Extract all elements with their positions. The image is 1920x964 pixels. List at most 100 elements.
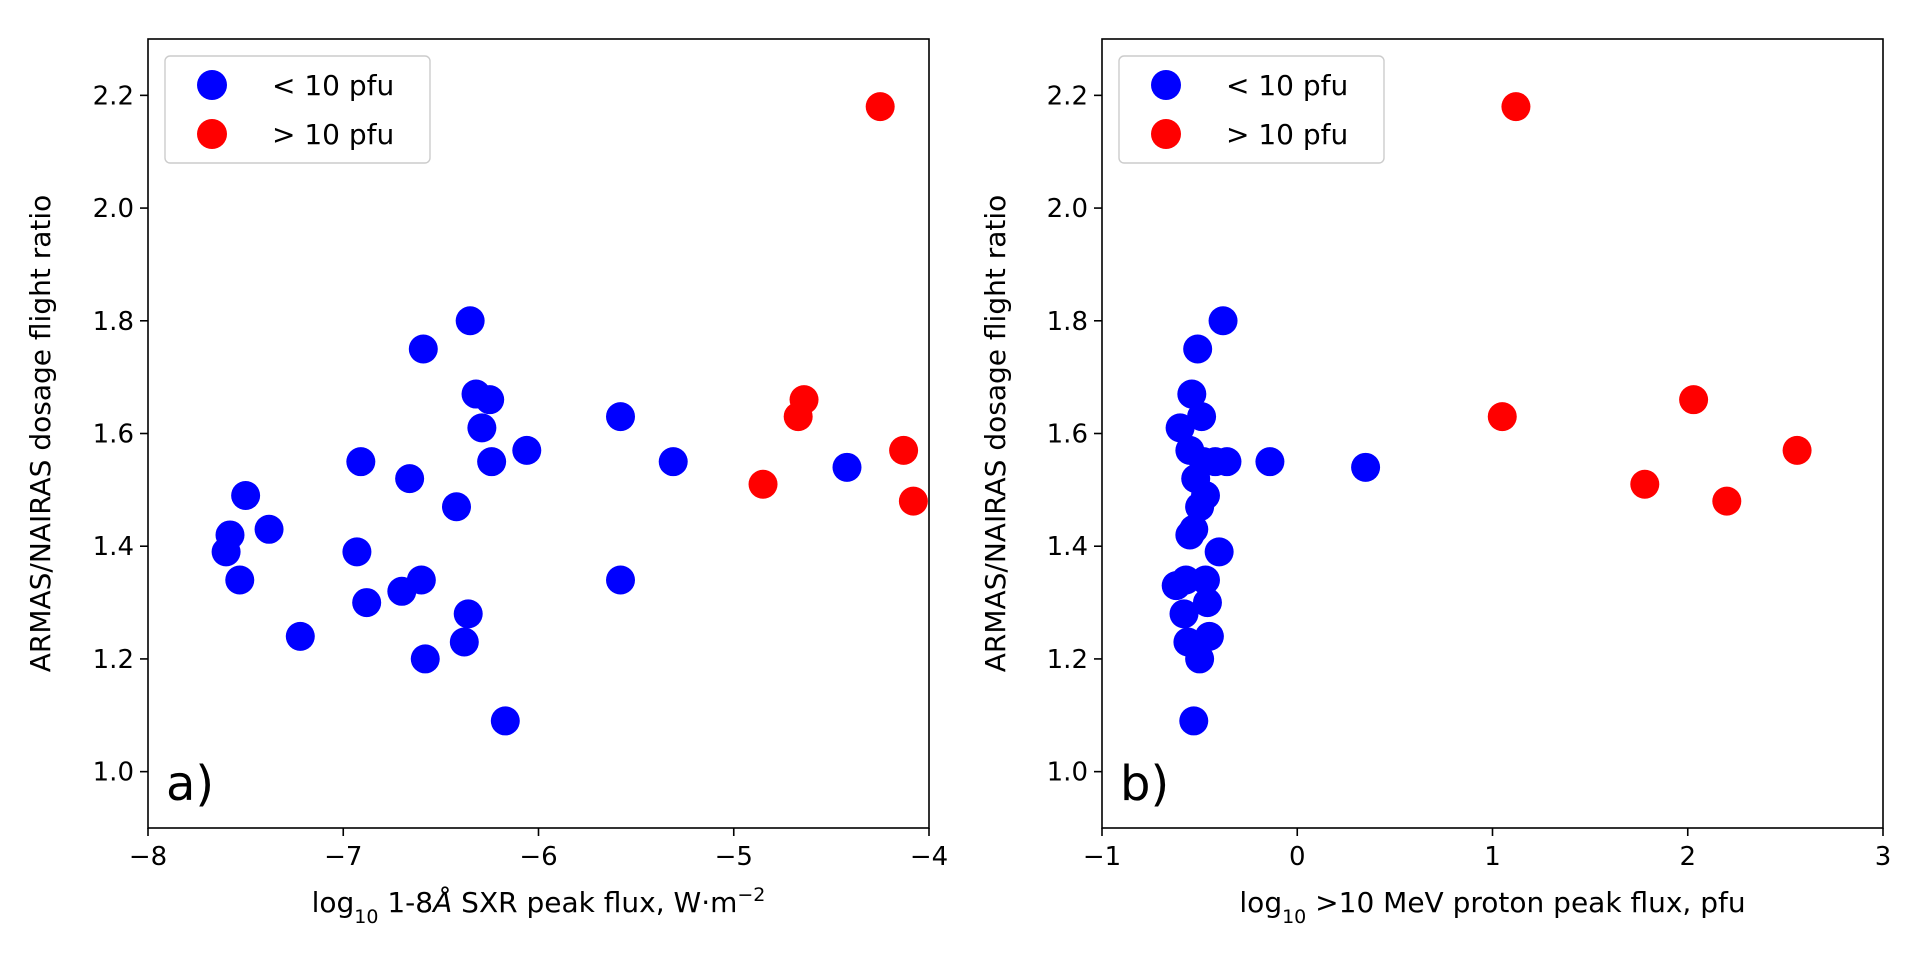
legend-box	[1118, 55, 1385, 164]
data-point	[748, 469, 778, 499]
data-point	[658, 447, 688, 477]
data-point	[1712, 486, 1742, 516]
y-tick-label: 1.6	[1047, 420, 1088, 450]
x-axis-label: log10 >10 MeV proton peak flux, pfu	[1239, 886, 1745, 928]
y-tick-label: 1.6	[93, 420, 134, 450]
data-point	[285, 621, 315, 651]
y-tick-label: 1.4	[1047, 532, 1088, 562]
panel-label: b)	[1120, 756, 1169, 812]
y-tick-label: 2.0	[1047, 194, 1088, 224]
data-point	[342, 537, 372, 567]
data-point	[225, 565, 255, 595]
y-tick-label: 1.0	[1047, 758, 1088, 788]
legend-label: < 10 pfu	[1226, 69, 1348, 102]
data-point	[606, 565, 636, 595]
series-above-10-pfu	[748, 92, 928, 516]
panel-label: a)	[166, 756, 214, 812]
x-tick-label: 1	[1484, 842, 1501, 872]
data-point	[606, 402, 636, 432]
legend-marker	[197, 119, 227, 149]
data-point	[1204, 537, 1234, 567]
data-point	[475, 385, 505, 415]
data-point	[1179, 514, 1209, 544]
data-point	[1190, 480, 1220, 510]
y-tick-label: 1.2	[1047, 645, 1088, 675]
x-tick-label: −7	[324, 842, 362, 872]
data-point	[1255, 447, 1285, 477]
data-point	[1351, 452, 1381, 482]
legend-label: > 10 pfu	[272, 118, 394, 151]
series-below-10-pfu	[1161, 306, 1381, 736]
data-point	[1487, 402, 1517, 432]
x-tick-label: −5	[715, 842, 753, 872]
x-tick-label: 2	[1679, 842, 1696, 872]
data-point	[1187, 402, 1217, 432]
data-point	[477, 447, 507, 477]
series-above-10-pfu	[1487, 92, 1812, 516]
data-point	[832, 452, 862, 482]
data-point	[449, 627, 479, 657]
data-point	[455, 306, 485, 336]
y-tick-label: 1.2	[93, 645, 134, 675]
legend-label: > 10 pfu	[1226, 118, 1348, 151]
data-point	[410, 644, 440, 674]
legend-marker	[197, 70, 227, 100]
data-point	[1185, 644, 1215, 674]
data-point	[1208, 306, 1238, 336]
y-axis-label: ARMAS/NAIRAS dosage flight ratio	[979, 195, 1012, 673]
data-point	[395, 464, 425, 494]
data-point	[352, 588, 382, 618]
y-tick-label: 2.2	[1047, 81, 1088, 111]
data-point	[231, 480, 261, 510]
legend: < 10 pfu > 10 pfu	[1118, 55, 1385, 164]
legend-box	[164, 55, 431, 164]
data-point	[512, 435, 542, 465]
x-tick-label: −6	[519, 842, 557, 872]
data-point	[215, 520, 245, 550]
data-point	[898, 486, 928, 516]
y-tick-label: 1.8	[1047, 307, 1088, 337]
x-tick-label: 0	[1289, 842, 1306, 872]
data-point	[865, 92, 895, 122]
y-axis-label: ARMAS/NAIRAS dosage flight ratio	[24, 195, 57, 673]
data-point	[490, 706, 520, 736]
series-below-10-pfu	[211, 306, 862, 736]
data-point	[1165, 413, 1195, 443]
legend-marker	[1151, 70, 1181, 100]
data-point	[1169, 599, 1199, 629]
x-axis-label: log10 1-8Å SXR peak flux, W·m−2	[312, 884, 766, 928]
data-point	[467, 413, 497, 443]
y-tick-label: 1.8	[93, 307, 134, 337]
data-point	[254, 514, 284, 544]
data-point	[1679, 385, 1709, 415]
data-point	[1501, 92, 1531, 122]
data-point	[1212, 447, 1242, 477]
data-point	[1194, 621, 1224, 651]
data-point	[1782, 435, 1812, 465]
legend-marker	[1151, 119, 1181, 149]
data-point	[1190, 565, 1220, 595]
x-tick-label: 3	[1875, 842, 1892, 872]
x-tick-label: −1	[1083, 842, 1121, 872]
data-point	[1179, 706, 1209, 736]
data-point	[789, 385, 819, 415]
data-point	[346, 447, 376, 477]
data-point	[889, 435, 919, 465]
x-tick-label: −4	[910, 842, 948, 872]
data-point	[1183, 334, 1213, 364]
data-point	[408, 334, 438, 364]
legend: < 10 pfu > 10 pfu	[164, 55, 431, 164]
y-tick-label: 1.0	[93, 758, 134, 788]
data-point	[1630, 469, 1660, 499]
data-point	[441, 492, 471, 522]
data-point	[1192, 588, 1222, 618]
data-point	[1177, 379, 1207, 409]
data-point	[453, 599, 483, 629]
y-tick-label: 1.4	[93, 532, 134, 562]
data-point	[406, 565, 436, 595]
y-tick-label: 2.0	[93, 194, 134, 224]
legend-label: < 10 pfu	[272, 69, 394, 102]
panel-a: −8 −7 −6 −5 −4 1.0 1.2 1.4 1.6 1.8 2.0 2.2 ARMAS/NAI…	[24, 38, 948, 928]
y-tick-label: 2.2	[93, 81, 134, 111]
